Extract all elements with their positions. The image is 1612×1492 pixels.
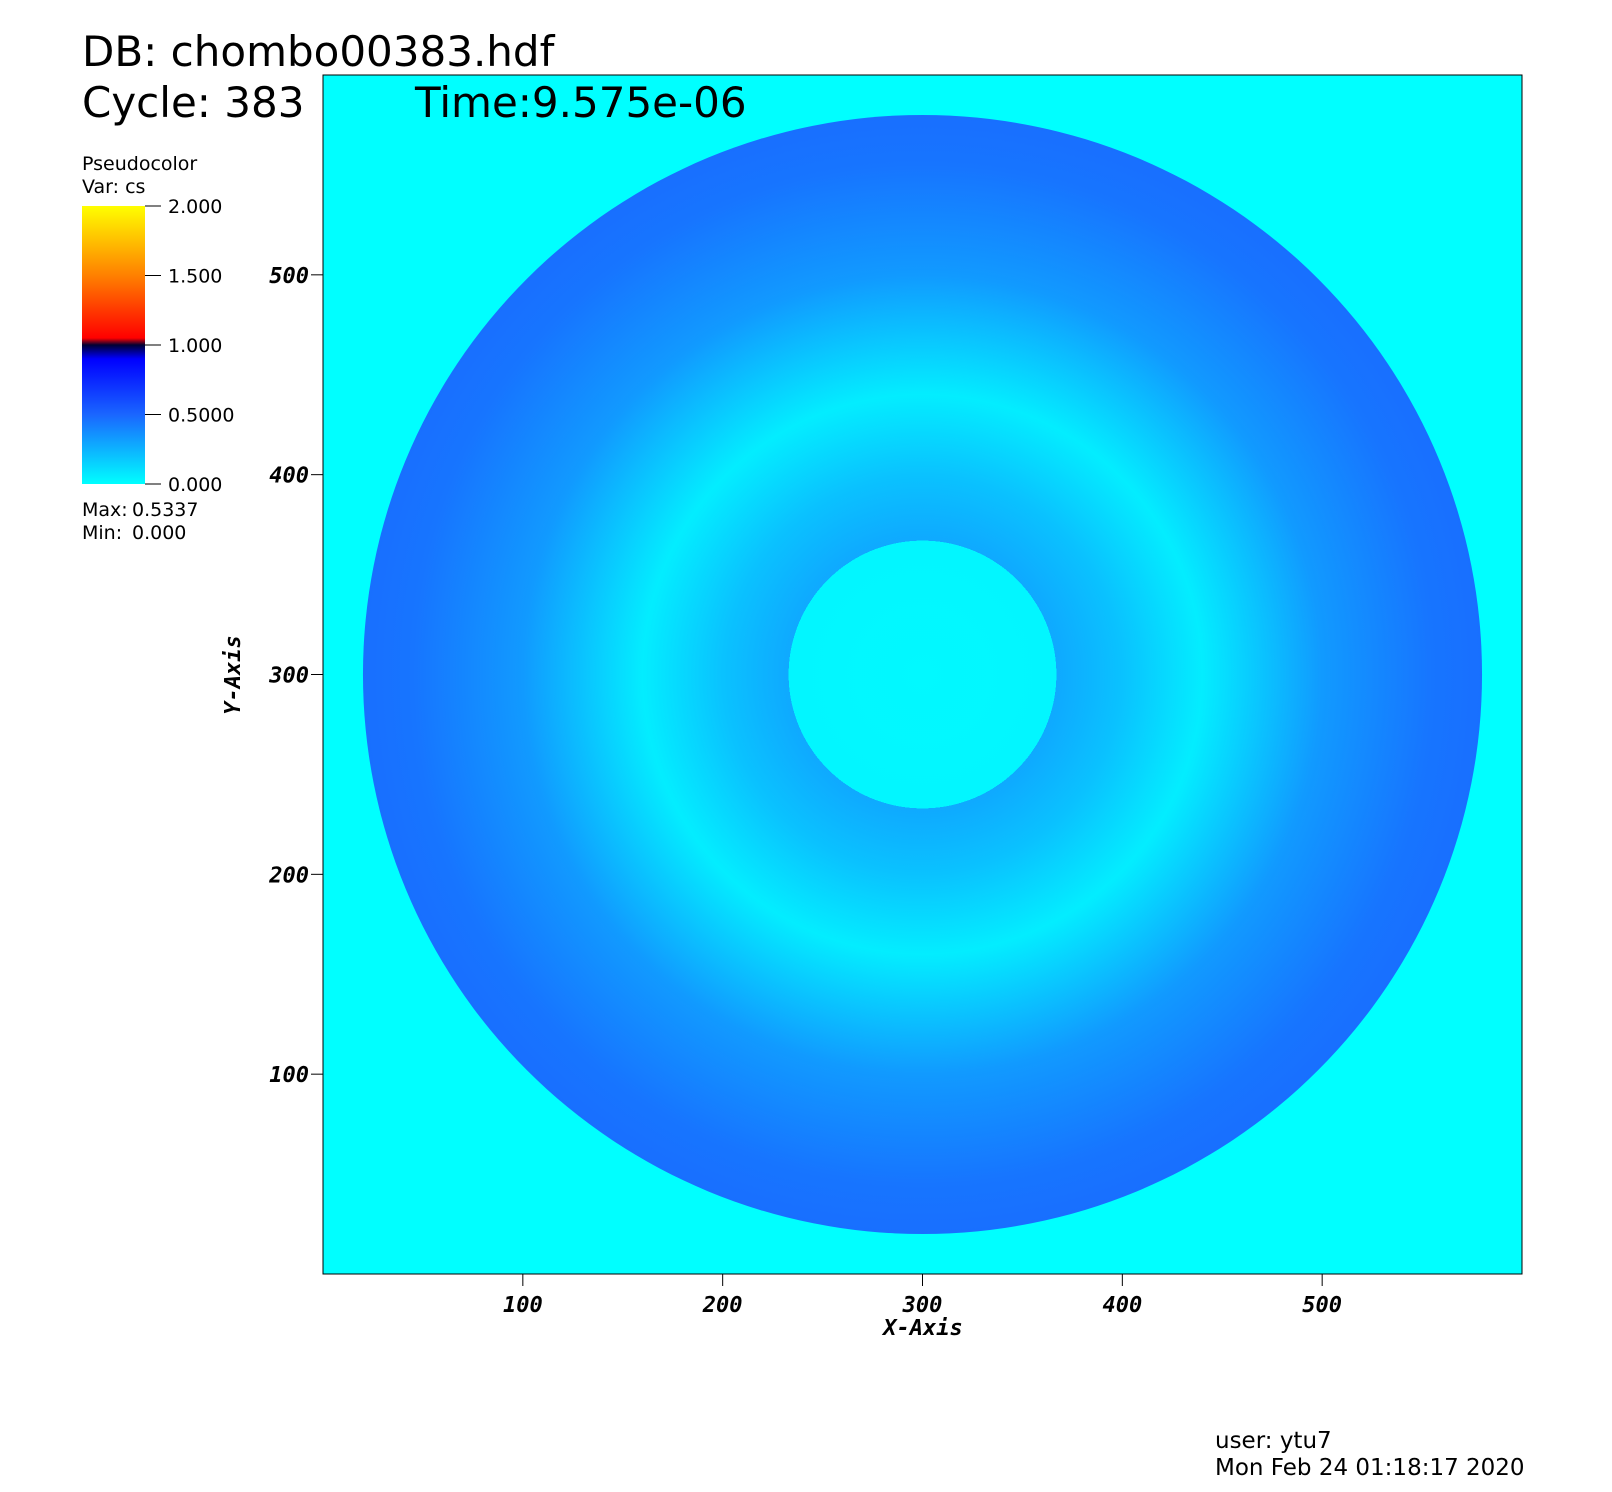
x-axis-label: X-Axis <box>881 1316 962 1341</box>
cycle-label: Cycle: 383 <box>82 78 304 127</box>
legend-var: Var: cs <box>82 176 145 198</box>
field <box>362 114 1483 1235</box>
colorbar <box>82 206 145 484</box>
x-tick-label: 400 <box>1102 1293 1142 1318</box>
colorbar-tick-label: 0.000 <box>168 474 222 496</box>
min-value: 0.000 <box>132 522 186 544</box>
y-axis-label: Y-Axis <box>221 635 246 714</box>
db-label: DB: chombo00383.hdf <box>82 27 556 76</box>
y-tick-label: 500 <box>269 264 309 289</box>
colorbar-tick-label: 1.500 <box>168 266 222 288</box>
y-tick-label: 200 <box>268 863 309 888</box>
y-tick-label: 100 <box>269 1063 309 1088</box>
field-disk <box>362 114 1483 1235</box>
colorbar-tick-label: 0.5000 <box>168 405 234 427</box>
time-label: Time:9.575e-06 <box>414 78 747 127</box>
x-tick-label: 200 <box>702 1293 743 1318</box>
max-label: Max: <box>82 499 128 521</box>
x-tick-label: 300 <box>902 1293 943 1318</box>
colorbar-tick-label: 2.000 <box>168 196 222 218</box>
y-tick-label: 300 <box>268 664 309 689</box>
max-value: 0.5337 <box>132 499 198 521</box>
x-tick-label: 500 <box>1302 1293 1342 1318</box>
date-label: Mon Feb 24 01:18:17 2020 <box>1215 1455 1525 1481</box>
y-tick-label: 400 <box>269 464 309 489</box>
min-label: Min: <box>82 522 122 544</box>
x-tick-label: 100 <box>503 1293 543 1318</box>
legend-title: Pseudocolor <box>82 153 197 175</box>
colorbar-tick-label: 1.000 <box>168 335 222 357</box>
user-label: user: ytu7 <box>1215 1428 1332 1454</box>
